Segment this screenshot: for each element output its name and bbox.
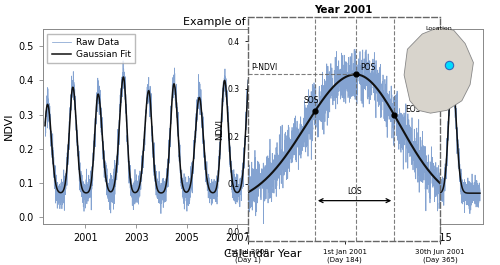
Raw Data (121, 75, 127, 78)
Gaussian Fit (325, 103, 331, 106)
Gaussian Fit (208, 191, 214, 194)
Gaussian Fit (42, 124, 48, 127)
Y-axis label: NDVI: NDVI (216, 119, 224, 140)
Line: Raw Data: Raw Data (45, 56, 480, 214)
Polygon shape (404, 27, 473, 113)
Raw Data (310, 212, 316, 215)
Text: P-NDVI: P-NDVI (252, 63, 278, 72)
Raw Data (42, 120, 48, 123)
Gaussian Fit (303, 164, 309, 167)
Text: LOS: LOS (347, 187, 362, 196)
Raw Data (303, 171, 309, 174)
Raw Data (366, 160, 372, 163)
Raw Data (208, 192, 214, 195)
Gaussian Fit (121, 77, 127, 81)
Text: POS: POS (360, 63, 375, 72)
Title: Year 2001: Year 2001 (314, 5, 373, 15)
Raw Data (325, 108, 331, 111)
Gaussian Fit (348, 69, 354, 72)
Gaussian Fit (366, 172, 372, 175)
Raw Data (248, 55, 254, 58)
Gaussian Fit (477, 192, 483, 195)
X-axis label: Calendar Year: Calendar Year (224, 249, 301, 259)
Text: SOS: SOS (303, 95, 318, 104)
Title: Example of NDVI time series: Example of NDVI time series (183, 17, 342, 27)
Raw Data (400, 67, 406, 70)
Raw Data (477, 188, 483, 192)
Gaussian Fit (400, 83, 406, 87)
Y-axis label: NDVI: NDVI (4, 113, 14, 140)
Legend: Raw Data, Gaussian Fit: Raw Data, Gaussian Fit (47, 34, 136, 63)
Text: Location: Location (426, 26, 452, 31)
Text: EOS: EOS (406, 105, 421, 114)
Line: Gaussian Fit: Gaussian Fit (45, 70, 480, 193)
